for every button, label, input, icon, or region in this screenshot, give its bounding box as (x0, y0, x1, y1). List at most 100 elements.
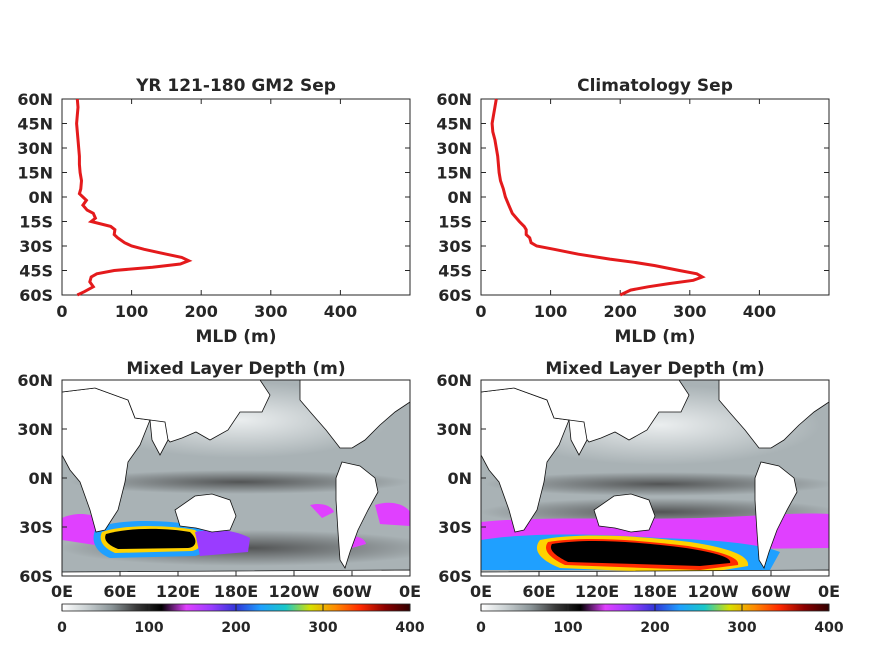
y-tick-label: 30S (19, 237, 53, 256)
x-tick-label: 0E (399, 582, 421, 601)
y-tick-label: 30S (19, 518, 53, 537)
y-tick-label: 15N (436, 164, 472, 183)
x-ticks: 0E 60E 120E 180E 120W 60W 0E (51, 571, 421, 601)
colorbar-tick-label: 200 (640, 620, 669, 636)
x-tick-label: 60E (522, 582, 555, 601)
panel-bottom-left: Mixed Layer Depth (m) 0E 60E 120E 180E 120W 6… (17, 359, 425, 636)
x-ticks: 0 100 200 300 400 (475, 99, 776, 321)
y-tick-label: 60N (17, 371, 53, 390)
x-tick-label: 200 (603, 302, 636, 321)
colorbar-tick-label: 200 (221, 620, 250, 636)
x-ticks: 0E 60E 120E 180E 120W 60W 0E (470, 571, 840, 601)
y-tick-label: 0N (447, 188, 472, 207)
panel-title: Mixed Layer Depth (m) (545, 359, 764, 379)
land-north-america (718, 380, 829, 449)
series-line (490, 98, 706, 297)
deep-mld-core (550, 541, 731, 566)
y-tick-label: 30N (17, 420, 53, 439)
deep-mld-core (105, 528, 196, 549)
x-ticks: 0 100 200 300 400 (56, 99, 357, 321)
land-eurasia (481, 380, 690, 443)
colorbar-tick-label: 300 (308, 620, 337, 636)
colorbar-ticks: 0 100 200 300 400 (57, 604, 425, 636)
land-south-america (335, 461, 379, 569)
series-line (75, 98, 193, 297)
y-tick-label: 0N (28, 188, 53, 207)
x-tick-label: 0E (470, 582, 492, 601)
plot-area (61, 98, 411, 296)
y-tick-label: 15N (17, 164, 53, 183)
y-ticks: 60N 30N 0N 30S 60S (436, 371, 486, 586)
land-india (149, 419, 169, 456)
colorbar-tick-label: 400 (395, 620, 424, 636)
y-tick-label: 45S (19, 262, 53, 281)
high-mld-magenta-patch (375, 502, 410, 526)
y-tick-label: 60N (436, 371, 472, 390)
high-mld-magenta-patch (195, 530, 250, 556)
x-tick-label: 300 (254, 302, 287, 321)
y-tick-label: 60S (19, 567, 53, 586)
x-tick-label: 400 (324, 302, 357, 321)
panel-top-right: Climatology Sep 0 100 200 300 400 60N 45N 30N 1… (436, 76, 830, 347)
x-tick-label: 60E (103, 582, 136, 601)
x-tick-label: 120E (575, 582, 619, 601)
x-tick-label: 100 (534, 302, 567, 321)
y-tick-label: 30N (17, 139, 53, 158)
y-tick-label: 60S (438, 567, 472, 586)
map-field (481, 380, 829, 576)
x-tick-label: 120E (156, 582, 200, 601)
panel-title: Mixed Layer Depth (m) (126, 359, 345, 379)
plot-area (480, 98, 830, 296)
panel-bottom-right: Mixed Layer Depth (m) 0E 60E 120E 180E 120W 6… (436, 359, 844, 636)
colorbar-tick-label: 300 (727, 620, 756, 636)
land-australia (174, 493, 237, 533)
land-north-america (299, 380, 410, 449)
x-tick-label: 120W (687, 582, 738, 601)
x-tick-label: 300 (673, 302, 706, 321)
panel-top-left: YR 121-180 GM2 Sep 0 100 200 300 400 60N 45N 3… (17, 76, 411, 347)
land-eurasia (62, 380, 271, 443)
x-tick-label: 60W (332, 582, 372, 601)
land-india (568, 419, 588, 456)
y-tick-label: 45S (438, 262, 472, 281)
y-tick-label: 30S (438, 518, 472, 537)
y-tick-label: 30N (436, 420, 472, 439)
map-field (62, 380, 410, 576)
equatorial-dark-band (70, 470, 410, 494)
x-tick-label: 0E (51, 582, 73, 601)
x-tick-label: 200 (184, 302, 217, 321)
x-tick-label: 400 (743, 302, 776, 321)
x-tick-label: 180E (633, 582, 677, 601)
x-tick-label: 100 (115, 302, 148, 321)
x-tick-label: 0 (56, 302, 67, 321)
y-tick-label: 45N (17, 115, 53, 134)
y-tick-label: 15S (438, 213, 472, 232)
y-ticks: 60N 45N 30N 15N 0N 15S 30S 45S 60S (436, 90, 829, 305)
colorbar-tick-label: 400 (814, 620, 843, 636)
y-tick-label: 30N (436, 139, 472, 158)
land-south-america (754, 461, 798, 569)
x-tick-label: 180E (214, 582, 258, 601)
y-ticks: 60N 45N 30N 15N 0N 15S 30S 45S 60S (17, 90, 410, 305)
x-axis-label: MLD (m) (614, 327, 695, 347)
x-axis-label: MLD (m) (195, 327, 276, 347)
land-australia (593, 493, 656, 533)
colorbar-tick-label: 100 (553, 620, 582, 636)
x-tick-label: 0 (475, 302, 486, 321)
y-tick-label: 60S (438, 286, 472, 305)
colorbar-tick-label: 0 (57, 620, 67, 636)
x-tick-label: 120W (268, 582, 319, 601)
y-tick-label: 0N (447, 469, 472, 488)
y-tick-label: 60N (436, 90, 472, 109)
y-tick-label: 15S (19, 213, 53, 232)
y-tick-label: 60N (17, 90, 53, 109)
y-tick-label: 45N (436, 115, 472, 134)
x-tick-label: 60W (751, 582, 791, 601)
panel-title: YR 121-180 GM2 Sep (135, 76, 336, 96)
colorbar-tick-label: 100 (134, 620, 163, 636)
x-tick-label: 0E (818, 582, 840, 601)
colorbar-ticks: 0 100 200 300 400 (476, 604, 844, 636)
high-mld-magenta-patch (310, 503, 334, 518)
colorbar-tick-label: 0 (476, 620, 486, 636)
